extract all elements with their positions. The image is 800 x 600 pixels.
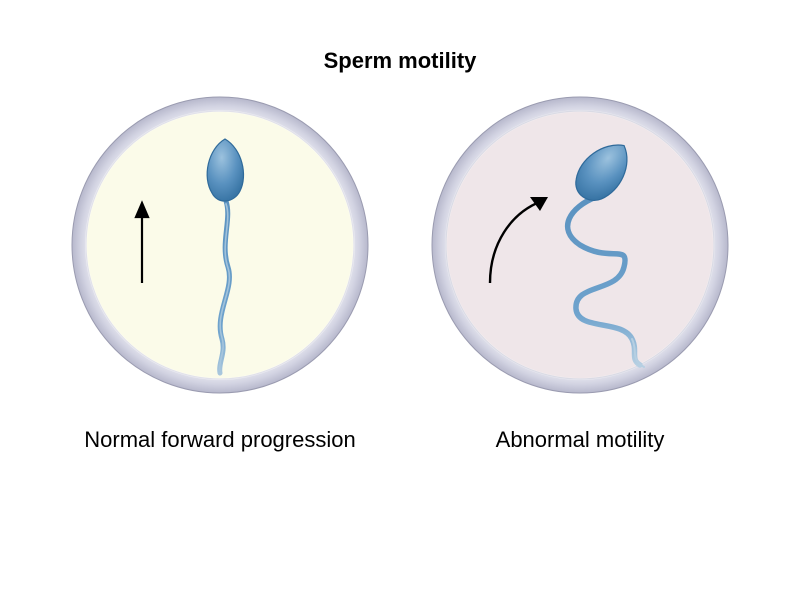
diagram-title: Sperm motility	[0, 48, 800, 74]
panel-abnormal: Abnormal motility	[430, 95, 730, 453]
panel-normal: Normal forward progression	[70, 95, 370, 453]
dish-abnormal	[430, 95, 730, 395]
caption-abnormal: Abnormal motility	[496, 427, 665, 453]
dish-row: Normal forward progression	[0, 95, 800, 453]
dish-normal	[70, 95, 370, 395]
caption-normal: Normal forward progression	[84, 427, 355, 453]
